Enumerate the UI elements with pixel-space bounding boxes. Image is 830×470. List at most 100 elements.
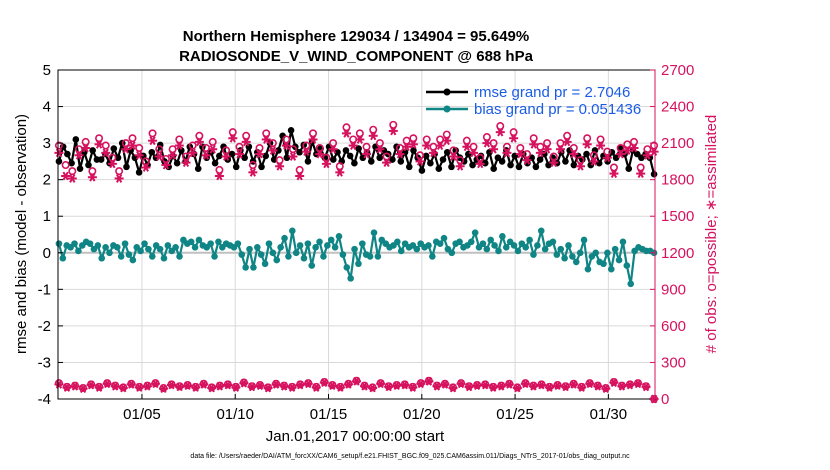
- bias-point: [187, 238, 195, 246]
- bias-point: [113, 243, 121, 251]
- rmse-point: [490, 165, 497, 172]
- obs-possible-point: [462, 136, 471, 145]
- rmse-point: [367, 158, 375, 165]
- obs-possible-point: [502, 142, 511, 151]
- obs-assimilated-point: [428, 148, 438, 158]
- rmse-point: [355, 145, 362, 152]
- rmse-point: [612, 154, 620, 162]
- obs-possible-point: [108, 153, 117, 162]
- obs-assimilated-point: [496, 381, 506, 391]
- obs-assimilated-point: [616, 149, 626, 159]
- obs-assimilated-point: [542, 144, 552, 154]
- bias-point: [580, 236, 588, 244]
- bias-point: [569, 253, 576, 260]
- bias-point: [425, 242, 432, 249]
- obs-possible-point: [61, 161, 70, 170]
- rmse-point: [435, 165, 443, 172]
- obs-possible-point: [309, 129, 318, 138]
- obs-assimilated-point: [174, 141, 184, 150]
- obs-possible-point: [382, 152, 391, 161]
- obs-assimilated-point: [448, 383, 458, 393]
- obs-possible-point: [295, 165, 304, 174]
- obs-assimilated-point: [515, 149, 525, 159]
- obs-assimilated-point: [362, 149, 372, 159]
- obs-assimilated-point: [86, 380, 96, 390]
- obs-possible-point: [115, 167, 124, 176]
- rmse-point: [422, 152, 430, 160]
- bias-point: [254, 243, 261, 251]
- obs-assimilated-point: [509, 133, 519, 143]
- obs-assimilated-point: [562, 137, 572, 147]
- obs-possible-point: [509, 128, 518, 137]
- obs-assimilated-point: [629, 143, 639, 153]
- obs-possible-point: [549, 152, 558, 161]
- obs-assimilated-point: [327, 381, 337, 390]
- obs-possible-point: [429, 142, 438, 151]
- rmse-point: [97, 156, 105, 163]
- obs-assimilated-point: [649, 147, 659, 157]
- obs-possible-point: [282, 135, 291, 144]
- obs-possible-point: [449, 146, 458, 155]
- obs-assimilated-point: [545, 383, 555, 392]
- obs-assimilated-point: [432, 381, 442, 391]
- bias-point: [304, 240, 312, 247]
- y-axis-left-label: rmse and bias (model - observation): [13, 114, 30, 354]
- plot-frame: [57, 69, 656, 400]
- obs-assimilated-point: [641, 382, 651, 392]
- obs-assimilated-point: [489, 144, 499, 154]
- y-axis-right-label: # of obs: o=possible; ∗=assimilated: [703, 115, 720, 354]
- rmse-point: [110, 145, 118, 152]
- rmse-point: [410, 147, 417, 154]
- obs-possible-point: [569, 143, 578, 152]
- bias-point: [215, 238, 222, 246]
- rmse-point: [536, 156, 544, 163]
- obs-assimilated-point: [360, 381, 370, 391]
- bias-point: [71, 240, 78, 247]
- rmse-point: [351, 159, 358, 167]
- obs-possible-point: [630, 137, 639, 146]
- obs-possible-point: [442, 130, 451, 139]
- obs-possible-point: [329, 139, 338, 148]
- bias-point: [137, 247, 144, 255]
- obs-assimilated-point: [94, 139, 104, 149]
- bias-point: [164, 242, 172, 249]
- obs-assimilated-point: [239, 378, 249, 388]
- obs-assimilated-point: [442, 136, 452, 146]
- obs-assimilated-point: [335, 383, 345, 392]
- bias-point: [94, 242, 102, 249]
- rmse-point: [211, 159, 219, 167]
- obs-possible-point: [589, 151, 598, 160]
- obs-possible-point: [275, 156, 284, 165]
- y-left-tick-label: 2: [43, 172, 51, 189]
- obs-assimilated-point: [341, 128, 351, 138]
- rmse-point: [76, 165, 84, 172]
- rmse-point: [220, 143, 227, 151]
- obs-assimilated-point: [248, 167, 258, 177]
- obs-assimilated-point: [408, 383, 418, 392]
- rmse-point: [532, 163, 540, 171]
- obs-possible-point: [215, 165, 224, 174]
- bias-point: [316, 238, 323, 246]
- obs-possible-point: [369, 125, 378, 134]
- bias-point: [522, 243, 530, 251]
- obs-assimilated-point: [199, 379, 209, 389]
- bias-point: [343, 264, 351, 271]
- y-right-tick-label: 2700: [661, 62, 694, 79]
- bias-point: [331, 243, 339, 251]
- obs-possible-point: [395, 143, 404, 152]
- obs-assimilated-point: [455, 161, 465, 171]
- obs-assimilated-point: [424, 376, 434, 386]
- obs-assimilated-point: [348, 141, 358, 150]
- obs-possible-point: [476, 153, 485, 162]
- rmse-point: [241, 154, 248, 162]
- obs-assimilated-point: [121, 144, 131, 154]
- bias-point: [277, 243, 284, 251]
- obs-assimilated-point: [194, 137, 204, 147]
- rmse-point: [329, 156, 337, 163]
- obs-assimilated-point: [582, 139, 592, 149]
- bias-point: [530, 251, 537, 258]
- obs-possible-point: [235, 142, 244, 151]
- y-left-tick-label: 4: [43, 99, 51, 116]
- bias-point: [347, 275, 354, 282]
